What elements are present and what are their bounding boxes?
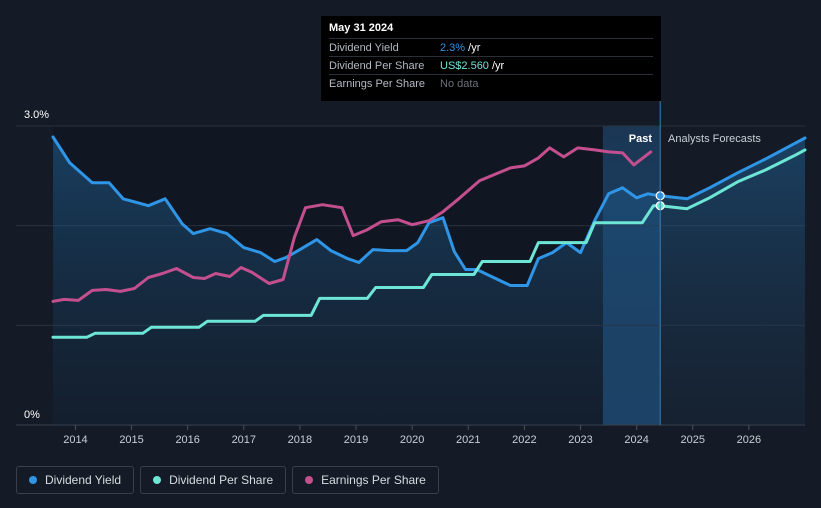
dividend-yield-line	[51, 135, 807, 287]
x-tick-label: 2016	[175, 434, 199, 446]
tooltip-row-dividend-per-share: Dividend Per Share US$2.560 /yr	[329, 57, 653, 75]
x-tick-label: 2020	[400, 434, 424, 446]
tooltip-row-dividend-yield: Dividend Yield 2.3% /yr	[329, 39, 653, 57]
legend-label: Earnings Per Share	[321, 473, 426, 487]
tooltip-label: Dividend Per Share	[329, 59, 425, 72]
x-tick-label: 2014	[63, 434, 87, 446]
tooltip-value: No data	[440, 77, 479, 90]
tooltip-suffix: /yr	[488, 59, 505, 72]
x-tick-label: 2019	[344, 434, 368, 446]
legend-item-dividend-yield[interactable]: Dividend Yield	[16, 466, 135, 494]
legend-item-dividend-per-share[interactable]: Dividend Per Share	[140, 466, 287, 494]
tooltip-value: 2.3%	[440, 41, 466, 54]
x-tick-label: 2023	[568, 434, 592, 446]
earnings-per-share-line	[51, 146, 653, 303]
y-axis-top-label: 3.0%	[24, 109, 49, 121]
x-tick-label: 2025	[681, 434, 705, 446]
x-tick-label: 2026	[737, 434, 761, 446]
legend-dot-icon	[153, 476, 162, 484]
tooltip-label: Earnings Per Share	[329, 77, 425, 90]
x-tick-label: 2024	[624, 434, 648, 446]
legend-dot-icon	[29, 476, 37, 484]
dividend-per-share-line	[51, 148, 807, 339]
chart-legend: Dividend Yield Dividend Per Share Earnin…	[16, 466, 439, 494]
x-tick-label: 2015	[119, 434, 143, 446]
x-tick-label: 2018	[288, 434, 312, 446]
forecast-label: Analysts Forecasts	[668, 133, 761, 145]
tooltip-row-earnings-per-share: Earnings Per Share No data	[329, 75, 653, 92]
legend-dot-icon	[305, 476, 314, 484]
past-label: Past	[629, 133, 653, 145]
legend-label: Dividend Per Share	[169, 473, 274, 487]
x-tick-label: 2017	[232, 434, 256, 446]
tooltip-date: May 31 2024	[329, 20, 653, 39]
tooltip-value: US$2.560	[440, 59, 489, 72]
legend-item-earnings-per-share[interactable]: Earnings Per Share	[292, 466, 439, 494]
x-tick-label: 2021	[456, 434, 480, 446]
tooltip-label: Dividend Yield	[329, 41, 399, 54]
x-tick-label: 2022	[512, 434, 536, 446]
legend-label: Dividend Yield	[45, 473, 122, 487]
tooltip-suffix: /yr	[465, 41, 481, 54]
hover-tooltip: May 31 2024 Dividend Yield 2.3% /yr Divi…	[321, 16, 661, 101]
y-axis-bottom-label: 0%	[24, 409, 40, 421]
